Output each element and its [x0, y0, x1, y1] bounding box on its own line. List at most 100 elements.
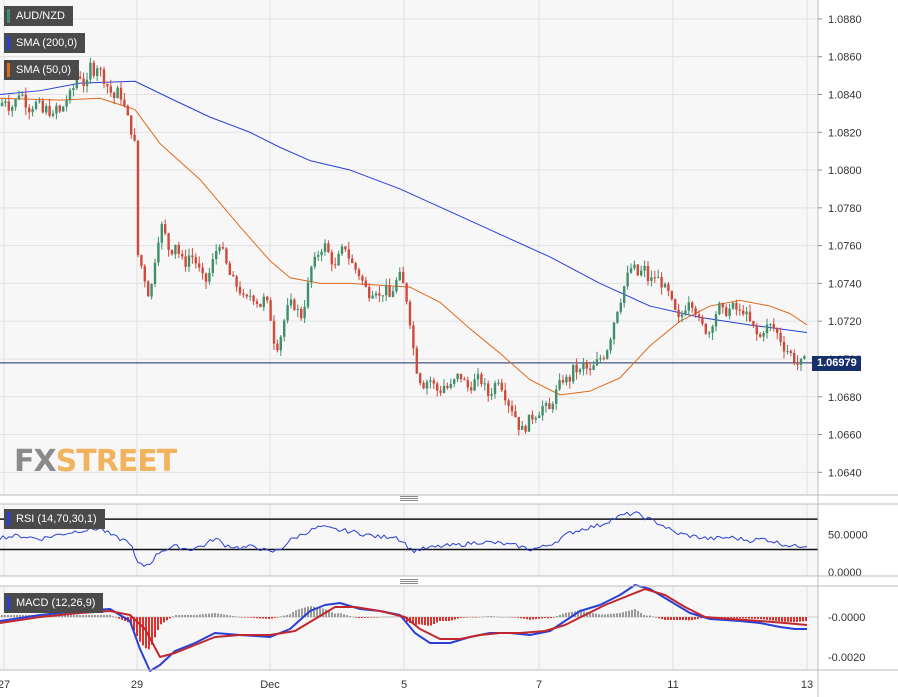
- macd-histogram-bar: [157, 617, 159, 630]
- candle: [704, 322, 707, 336]
- macd-histogram-bar: [610, 613, 612, 617]
- candle: [694, 305, 697, 318]
- macd-histogram-bar: [100, 615, 102, 617]
- macd-histogram-bar: [682, 617, 684, 620]
- macd-histogram-bar: [142, 617, 144, 646]
- candle: [480, 371, 483, 387]
- candle: [191, 248, 194, 264]
- candle: [198, 256, 201, 272]
- candle: [24, 87, 27, 115]
- macd-histogram-bar: [502, 617, 504, 618]
- macd-histogram-bar: [541, 617, 543, 619]
- macd-histogram-bar: [571, 611, 573, 617]
- macd-histogram-bar: [565, 612, 567, 617]
- macd-histogram-bar: [139, 617, 141, 642]
- candle: [456, 373, 459, 383]
- y-tick-label: 1.0800: [828, 165, 862, 177]
- candle: [130, 115, 133, 139]
- candle: [602, 355, 605, 361]
- macd-histogram-bar: [298, 609, 300, 617]
- macd-histogram-bar: [283, 615, 285, 617]
- candle: [361, 274, 364, 286]
- candle: [660, 272, 663, 295]
- macd-histogram-bar: [628, 610, 630, 617]
- macd-histogram-bar: [22, 615, 24, 617]
- candle: [786, 344, 789, 355]
- legend-macd[interactable]: MACD (12,26,9): [4, 593, 104, 613]
- macd-histogram-bar: [787, 617, 789, 622]
- candle: [609, 337, 612, 355]
- candle: [398, 267, 401, 282]
- macd-histogram-bar: [496, 616, 498, 618]
- candle: [538, 411, 541, 419]
- macd-histogram-bar: [547, 617, 549, 619]
- candle: [259, 303, 262, 308]
- macd-histogram-bar: [637, 611, 639, 617]
- candle: [531, 410, 534, 425]
- macd-histogram-bar: [238, 616, 240, 618]
- y-tick-label: 1.0760: [828, 241, 862, 253]
- candle: [714, 311, 718, 332]
- candle: [116, 85, 119, 99]
- candle: [279, 335, 282, 356]
- macd-histogram-bar: [295, 610, 297, 617]
- macd-histogram-bar: [697, 617, 699, 619]
- candle: [82, 72, 85, 93]
- candle: [504, 382, 507, 406]
- legend-symbol-label: AUD/NZD: [16, 10, 65, 22]
- candle: [629, 263, 633, 274]
- candles-layer: [0, 57, 806, 436]
- candle: [4, 98, 7, 107]
- legend-rsi[interactable]: RSI (14,70,30,1): [4, 509, 105, 529]
- macd-histogram-bar: [745, 617, 747, 619]
- macd-histogram-bar: [25, 615, 27, 617]
- rsi-swatch: [7, 512, 10, 526]
- macd-histogram-bar: [208, 613, 210, 617]
- macd-histogram-bar: [67, 615, 69, 617]
- candle: [432, 377, 435, 390]
- candle: [742, 305, 745, 317]
- macd-histogram-bar: [598, 614, 600, 617]
- macd-histogram-bar: [382, 616, 384, 618]
- macd-histogram-bar: [805, 617, 807, 622]
- macd-histogram-bar: [292, 611, 294, 617]
- macd-histogram-bar: [532, 617, 534, 620]
- macd-histogram-bar: [259, 617, 261, 619]
- candle: [300, 306, 303, 321]
- candle: [252, 294, 255, 306]
- legend-rsi-label: RSI (14,70,30,1): [16, 513, 97, 525]
- macd-histogram-bar: [436, 617, 438, 623]
- candle: [65, 95, 68, 112]
- macd-histogram-bar: [580, 610, 582, 617]
- macd-histogram-bar: [559, 614, 561, 617]
- legend-sma200[interactable]: SMA (200,0): [4, 33, 86, 53]
- macd-histogram-bar: [379, 617, 381, 618]
- candle: [34, 99, 38, 111]
- panel-resize-handle-rsi[interactable]: [400, 496, 418, 501]
- macd-histogram-bar: [499, 617, 501, 618]
- panel-resize-handle-macd[interactable]: [400, 579, 418, 584]
- legend-sma50[interactable]: SMA (50,0): [4, 60, 80, 80]
- logo-fx: FX: [14, 444, 57, 479]
- candle: [283, 318, 286, 342]
- macd-histogram-bar: [391, 616, 393, 618]
- candle: [415, 345, 418, 375]
- candle: [575, 358, 578, 380]
- legend-symbol[interactable]: AUD/NZD: [4, 6, 73, 26]
- candle: [238, 281, 242, 296]
- candle: [490, 387, 493, 401]
- candle: [793, 349, 796, 366]
- macd-histogram-bar: [640, 613, 642, 617]
- candle: [276, 339, 279, 353]
- macd-histogram-bar: [121, 617, 123, 620]
- y-tick-label: 1.0640: [828, 467, 862, 479]
- macd-histogram-bar: [742, 617, 744, 619]
- macd-histogram-bar: [439, 617, 441, 621]
- candle: [483, 378, 486, 391]
- macd-histogram-bar: [301, 608, 303, 617]
- macd-histogram-bar: [469, 617, 471, 618]
- macd-histogram-bar: [694, 617, 696, 620]
- candle: [650, 270, 653, 287]
- macd-histogram-bar: [79, 615, 81, 617]
